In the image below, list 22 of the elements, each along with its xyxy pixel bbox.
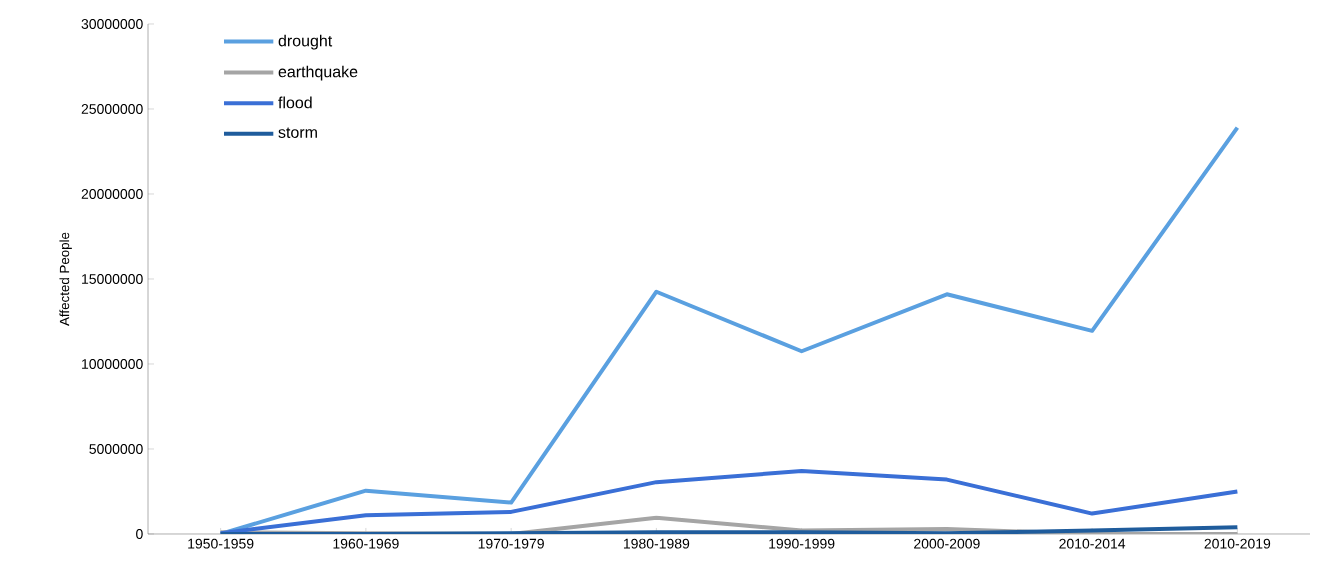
legend-label: earthquake [278, 65, 358, 81]
y-tick-label: 20000000 [81, 189, 143, 199]
x-tick-label: 1980-1989 [623, 538, 690, 549]
x-tick-label: 2010-2014 [1059, 538, 1126, 549]
y-tick-label: 30000000 [81, 19, 143, 29]
line-series [218, 125, 1240, 534]
y-tick-label: 0 [136, 529, 143, 539]
legend-label: flood [278, 96, 312, 109]
y-tick-label: 5000000 [89, 444, 143, 454]
x-tick-label: 1990-1999 [769, 538, 835, 549]
y-tick-label: 10000000 [82, 359, 143, 369]
x-tick-label: 2000-2009 [914, 538, 980, 549]
line-series [218, 469, 1240, 534]
y-axis-title: Affected People [59, 232, 72, 326]
x-tick-label: 1960-1969 [333, 538, 399, 549]
legend-label: drought [278, 34, 333, 50]
y-tick-label: 15000000 [82, 274, 143, 284]
legend-label: storm [278, 127, 317, 138]
y-tick-label: 25000000 [81, 104, 143, 114]
x-tick-label: 2010-2019 [1204, 538, 1271, 549]
x-tick-label: 1970-1979 [478, 538, 544, 549]
x-tick-label: 1950-1959 [188, 538, 254, 549]
